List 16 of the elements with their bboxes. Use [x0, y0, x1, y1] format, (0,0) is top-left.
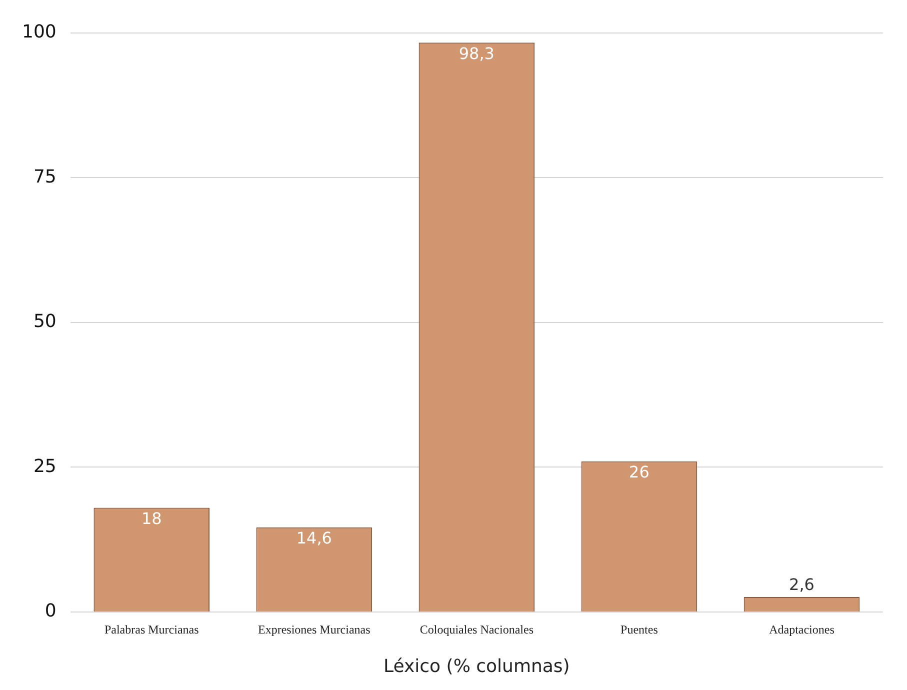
y-tick-label: 50	[33, 311, 56, 332]
y-tick-label: 0	[44, 600, 56, 622]
x-tick-label: Puentes	[620, 622, 658, 636]
x-tick-label: Palabras Murcianas	[104, 622, 200, 636]
data-label: 18	[141, 508, 162, 528]
data-label: 26	[629, 462, 650, 482]
data-label: 98,3	[458, 44, 494, 63]
y-tick-label: 100	[22, 21, 56, 42]
data-label: 14,6	[296, 528, 332, 548]
x-tick-label: Adaptaciones	[769, 622, 835, 636]
y-tick-label: 75	[33, 166, 56, 188]
x-tick-label: Coloquiales Nacionales	[420, 622, 534, 636]
x-tick-label: Expresiones Murcianas	[258, 622, 371, 636]
data-label: 2,6	[789, 575, 814, 594]
y-tick-label: 25	[33, 456, 56, 477]
x-axis-title: Léxico (% columnas)	[384, 656, 570, 677]
